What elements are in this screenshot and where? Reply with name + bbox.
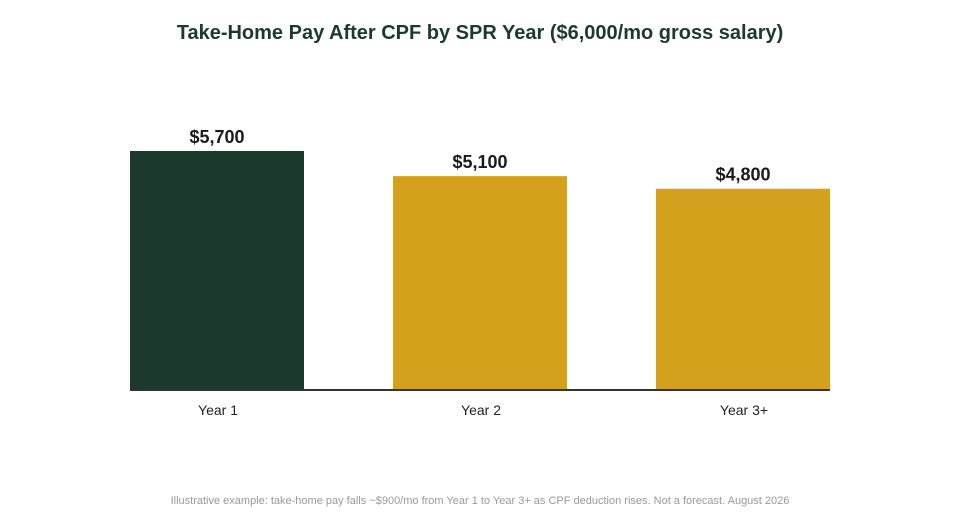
x-tick-label: Year 3+ [720,402,768,418]
bar-year-3 [656,188,830,390]
bar-value-label: $5,100 [452,152,507,172]
x-tick-label: Year 2 [461,402,501,418]
bar-year-1 [130,150,304,390]
chart-title: Take-Home Pay After CPF by SPR Year ($6,… [176,22,784,44]
bar-value-label: $5,700 [189,127,244,147]
value-labels-group: $5,700 $5,100 $4,800 [189,127,770,185]
bars-group [130,150,830,390]
bar-year-2 [393,176,567,390]
footnote: Illustrative example: take-home pay fall… [170,495,790,507]
x-tick-label: Year 1 [198,402,238,418]
bar-value-label: $4,800 [715,165,770,185]
x-tick-labels-group: Year 1 Year 2 Year 3+ [198,402,768,418]
